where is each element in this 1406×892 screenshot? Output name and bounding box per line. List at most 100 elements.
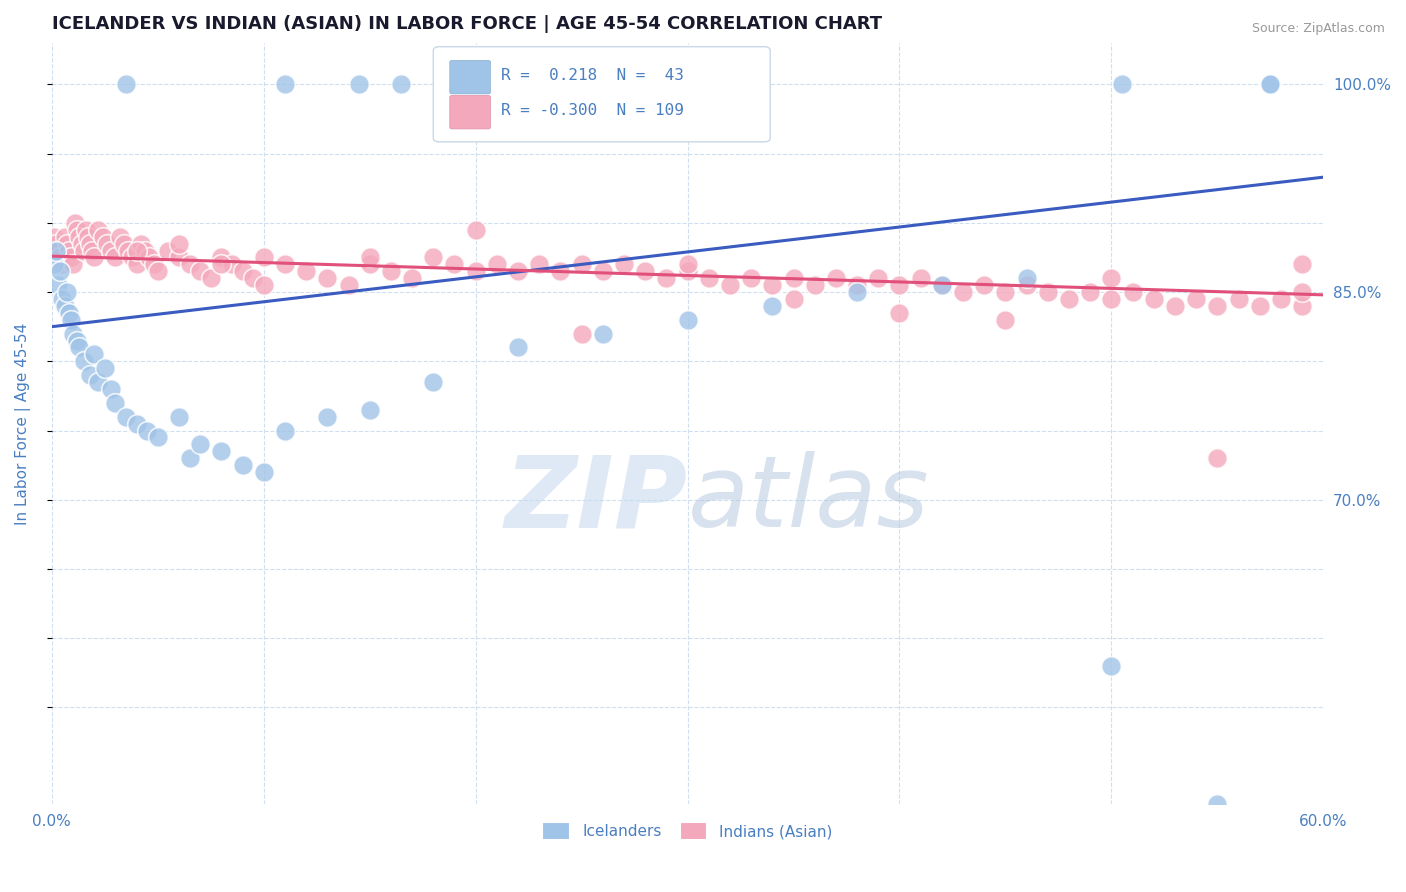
FancyBboxPatch shape: [450, 95, 491, 129]
Point: [49, 251, 72, 265]
Point: [221, 257, 243, 271]
Point: [359, 251, 381, 265]
Point: [179, 257, 201, 271]
Point: [138, 251, 160, 265]
FancyBboxPatch shape: [450, 61, 491, 94]
Point: [58, 244, 80, 258]
Point: [115, 78, 138, 92]
Point: [83, 347, 105, 361]
Point: [125, 257, 148, 271]
Point: [973, 278, 995, 293]
Point: [994, 285, 1017, 299]
Legend: Icelanders, Indians (Asian): Icelanders, Indians (Asian): [536, 816, 839, 847]
Point: [66, 223, 89, 237]
Point: [295, 264, 318, 278]
Point: [718, 278, 741, 293]
Point: [761, 278, 783, 293]
Point: [82, 244, 104, 258]
Point: [464, 264, 486, 278]
Point: [42, 257, 65, 271]
Point: [634, 264, 657, 278]
Point: [59, 312, 82, 326]
Point: [676, 312, 699, 326]
Point: [592, 264, 614, 278]
Point: [422, 251, 444, 265]
Point: [209, 444, 232, 458]
Point: [391, 78, 413, 92]
Point: [58, 306, 80, 320]
Point: [761, 299, 783, 313]
Point: [889, 278, 911, 293]
Point: [55, 236, 77, 251]
Point: [188, 437, 211, 451]
Point: [51, 292, 73, 306]
Point: [157, 244, 180, 258]
Point: [485, 257, 508, 271]
Point: [846, 278, 869, 293]
Point: [232, 458, 254, 472]
Point: [1206, 451, 1229, 466]
Point: [1078, 285, 1101, 299]
Point: [931, 278, 953, 293]
Point: [803, 278, 825, 293]
Point: [59, 251, 82, 265]
Point: [100, 244, 122, 258]
Point: [592, 326, 614, 341]
Point: [121, 251, 143, 265]
Point: [952, 285, 974, 299]
Point: [209, 257, 232, 271]
Point: [179, 451, 201, 466]
Point: [676, 264, 699, 278]
Point: [1015, 278, 1038, 293]
Point: [1291, 299, 1313, 313]
Point: [475, 78, 498, 92]
Point: [274, 78, 297, 92]
Point: [136, 424, 159, 438]
Point: [316, 409, 339, 424]
Point: [108, 229, 131, 244]
Point: [49, 264, 72, 278]
Point: [1249, 299, 1271, 313]
Point: [443, 257, 465, 271]
Point: [53, 229, 76, 244]
Point: [79, 368, 101, 383]
Point: [550, 264, 572, 278]
Point: [868, 271, 890, 285]
Point: [506, 341, 529, 355]
Point: [167, 236, 190, 251]
Point: [931, 278, 953, 293]
Point: [134, 244, 156, 258]
Point: [117, 244, 139, 258]
Point: [100, 382, 122, 396]
Point: [112, 236, 135, 251]
Point: [1227, 292, 1250, 306]
Point: [1270, 292, 1292, 306]
Text: ZIP: ZIP: [505, 451, 688, 549]
Point: [1015, 271, 1038, 285]
Point: [359, 402, 381, 417]
Point: [125, 244, 148, 258]
Point: [45, 236, 67, 251]
Point: [167, 251, 190, 265]
Point: [200, 271, 222, 285]
Point: [242, 271, 264, 285]
Point: [422, 375, 444, 389]
Point: [676, 257, 699, 271]
Point: [146, 430, 169, 444]
Point: [994, 312, 1017, 326]
Y-axis label: In Labor Force | Age 45-54: In Labor Force | Age 45-54: [15, 323, 31, 524]
Point: [51, 257, 73, 271]
Point: [1099, 271, 1122, 285]
Point: [67, 341, 90, 355]
Point: [72, 354, 94, 368]
Point: [63, 216, 86, 230]
Point: [167, 409, 190, 424]
Point: [46, 278, 69, 293]
Point: [79, 236, 101, 251]
Point: [142, 257, 165, 271]
Point: [104, 396, 127, 410]
Point: [129, 236, 152, 251]
Point: [1206, 299, 1229, 313]
Point: [1099, 292, 1122, 306]
Point: [72, 244, 94, 258]
